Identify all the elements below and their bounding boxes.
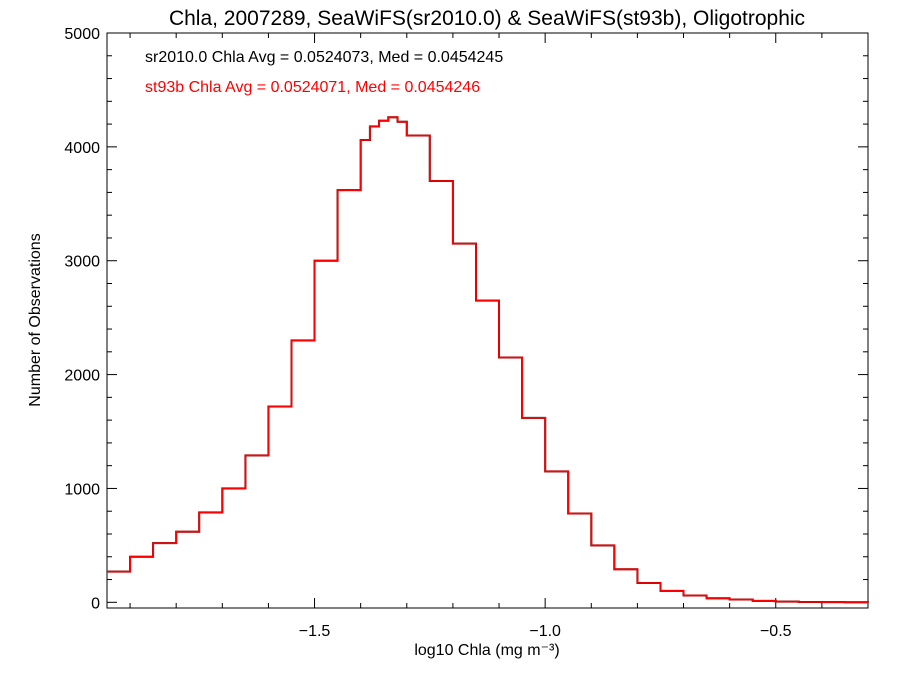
y-tick-label: 3000 — [64, 254, 100, 271]
annotation-sr2010: sr2010.0 Chla Avg = 0.0524073, Med = 0.0… — [145, 49, 503, 66]
y-tick-label: 2000 — [64, 368, 100, 385]
y-axis-label: Number of Observations — [27, 233, 44, 406]
chart-title: Chla, 2007289, SeaWiFS(sr2010.0) & SeaWi… — [169, 7, 805, 30]
x-tick-label: −1.0 — [529, 623, 561, 640]
y-tick-label: 5000 — [64, 26, 100, 43]
y-tick-label: 0 — [91, 595, 100, 612]
series-sr2010-line — [107, 116, 869, 604]
annotation-st93b: st93b Chla Avg = 0.0524071, Med = 0.0454… — [145, 79, 480, 96]
x-tick-label: −1.5 — [299, 623, 331, 640]
y-tick-label: 4000 — [64, 140, 100, 157]
y-tick-label: 1000 — [64, 481, 100, 498]
series-st93b-line — [107, 116, 869, 604]
plot-frame — [106, 32, 869, 609]
x-axis-label: log10 Chla (mg m⁻³) — [414, 642, 559, 659]
x-tick-label: −0.5 — [760, 623, 792, 640]
